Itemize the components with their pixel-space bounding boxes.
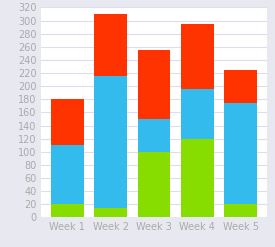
Bar (51, 145, 84, 204)
Bar (224, 103, 257, 204)
Bar (224, 204, 257, 217)
Bar (181, 139, 214, 217)
Bar (51, 204, 84, 217)
Bar (138, 119, 170, 152)
Bar (181, 24, 214, 89)
Bar (181, 89, 214, 139)
Bar (94, 14, 127, 76)
Bar (138, 152, 170, 217)
Bar (224, 70, 257, 103)
Bar (138, 50, 170, 119)
Bar (94, 76, 127, 207)
Bar (51, 99, 84, 145)
Bar (94, 207, 127, 217)
